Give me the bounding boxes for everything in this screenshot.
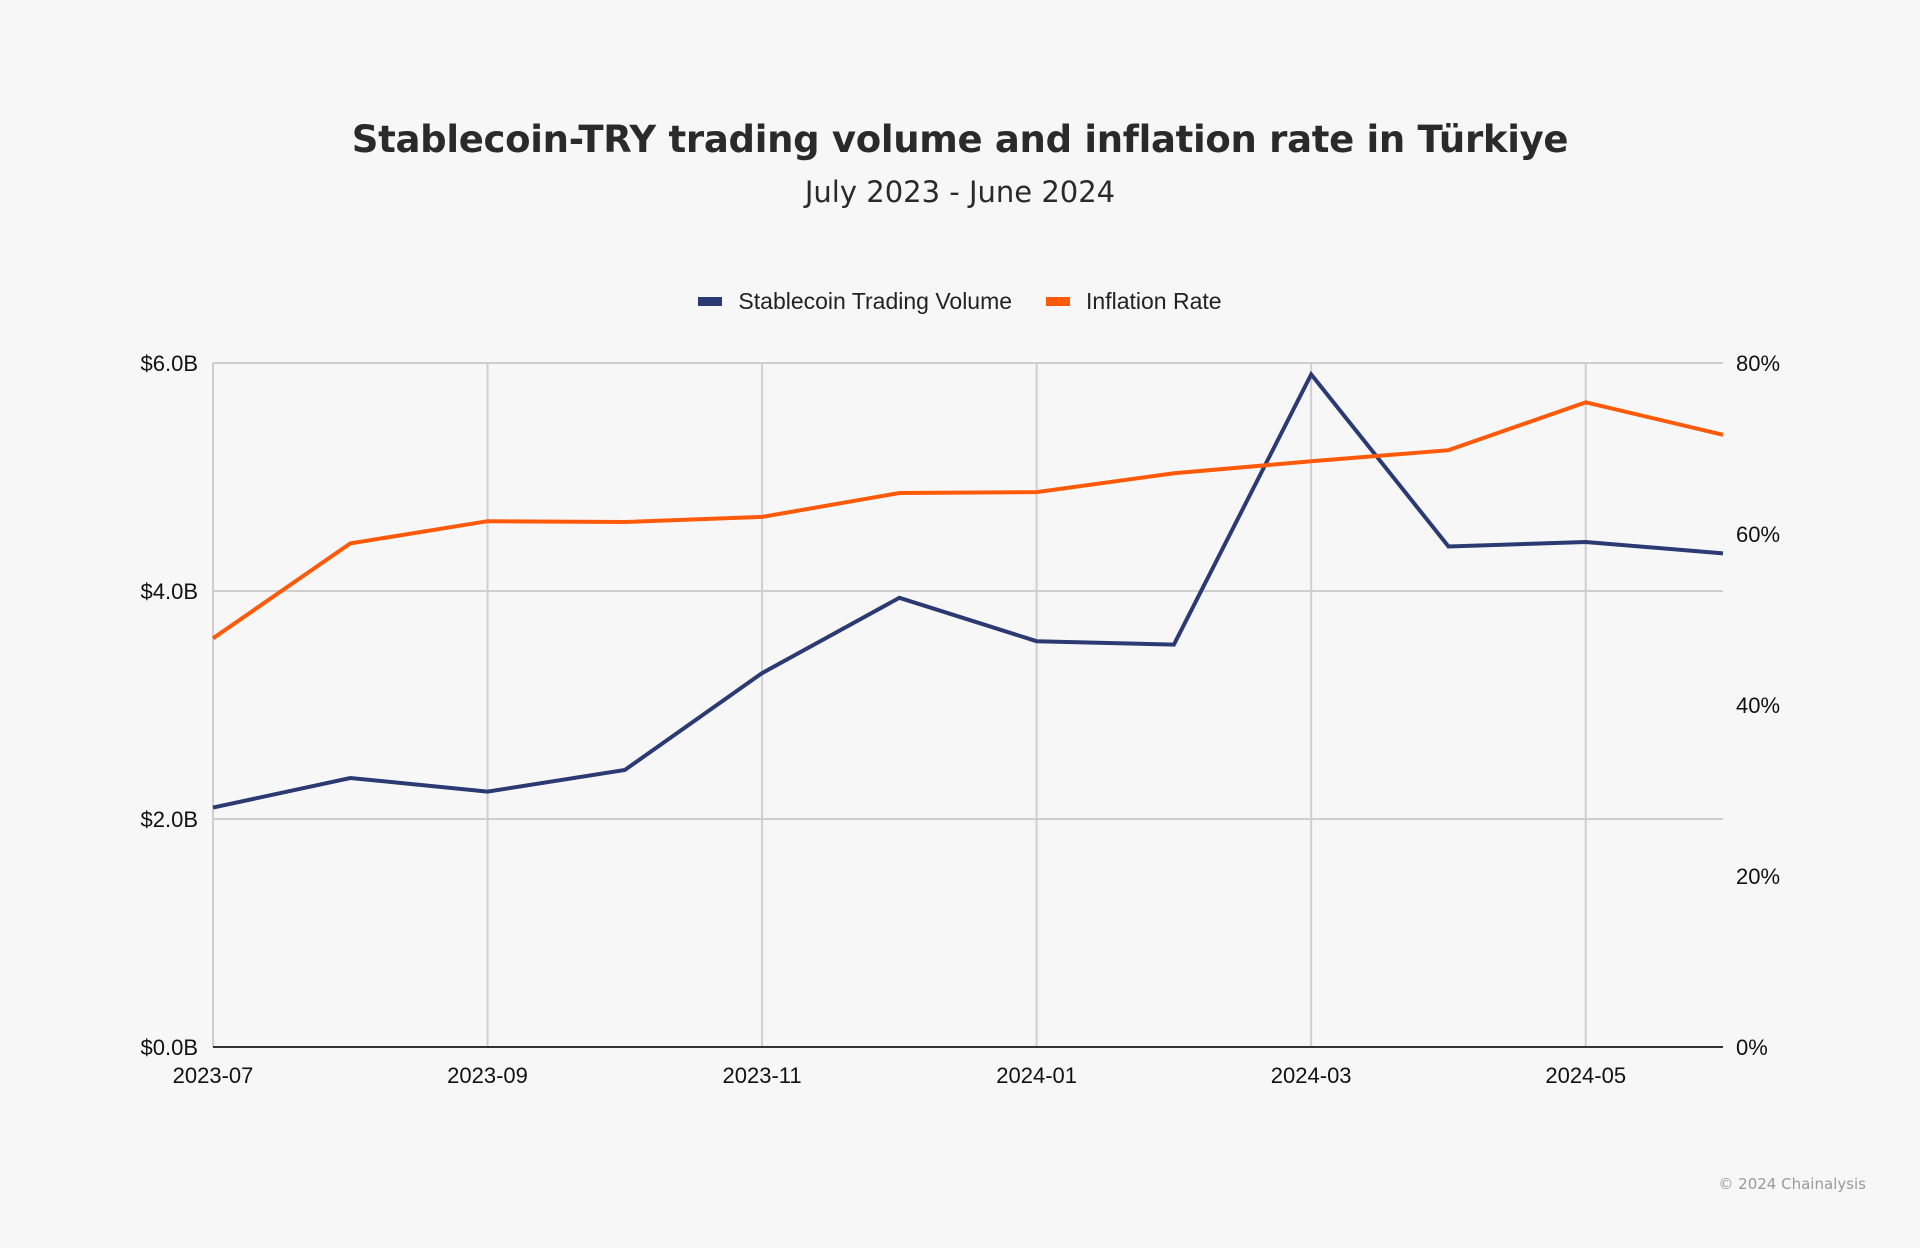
y-right-tick-label: 0%	[1736, 1035, 1768, 1060]
x-tick-label: 2024-05	[1545, 1063, 1626, 1088]
chart-subtitle: July 2023 - June 2024	[804, 175, 1116, 209]
tick-labels: $0.0B $2.0B $4.0B $6.0B 0% 20% 40% 60% 80% 2023-0…	[141, 351, 1781, 1088]
x-tick-label: 2024-03	[1271, 1063, 1352, 1088]
legend-label-volume: Stablecoin Trading Volume	[738, 288, 1013, 314]
copyright-text: © 2024 Chainalysis	[1718, 1175, 1866, 1193]
y-right-tick-label: 80%	[1736, 351, 1780, 376]
grid-lines	[212, 362, 1723, 1047]
legend-swatch-volume	[698, 297, 723, 306]
y-right-tick-label: 40%	[1736, 693, 1780, 718]
y-left-tick-label: $4.0B	[141, 579, 199, 604]
chart-title: Stablecoin-TRY trading volume and inflat…	[351, 118, 1569, 161]
y-left-tick-label: $0.0B	[141, 1035, 199, 1060]
series-line-inflation-rate	[211, 400, 1724, 640]
series-lines	[211, 370, 1724, 810]
x-tick-label: 2023-11	[723, 1063, 802, 1088]
series-line-stablecoin-volume	[212, 370, 1724, 810]
x-tick-label: 2023-09	[447, 1063, 528, 1088]
y-left-tick-label: $6.0B	[141, 351, 199, 376]
x-tick-label: 2023-07	[173, 1063, 254, 1088]
legend-label-inflation: Inflation Rate	[1086, 288, 1222, 314]
y-right-tick-label: 60%	[1736, 522, 1780, 547]
legend-swatch-inflation	[1046, 297, 1071, 306]
legend: Stablecoin Trading Volume Inflation Rate	[0, 288, 1920, 315]
legend-item-inflation[interactable]: Inflation Rate	[1046, 288, 1222, 315]
legend-item-volume[interactable]: Stablecoin Trading Volume	[698, 288, 1012, 315]
y-right-tick-label: 20%	[1736, 864, 1780, 889]
y-left-tick-label: $2.0B	[141, 807, 199, 832]
x-tick-label: 2024-01	[996, 1063, 1077, 1088]
